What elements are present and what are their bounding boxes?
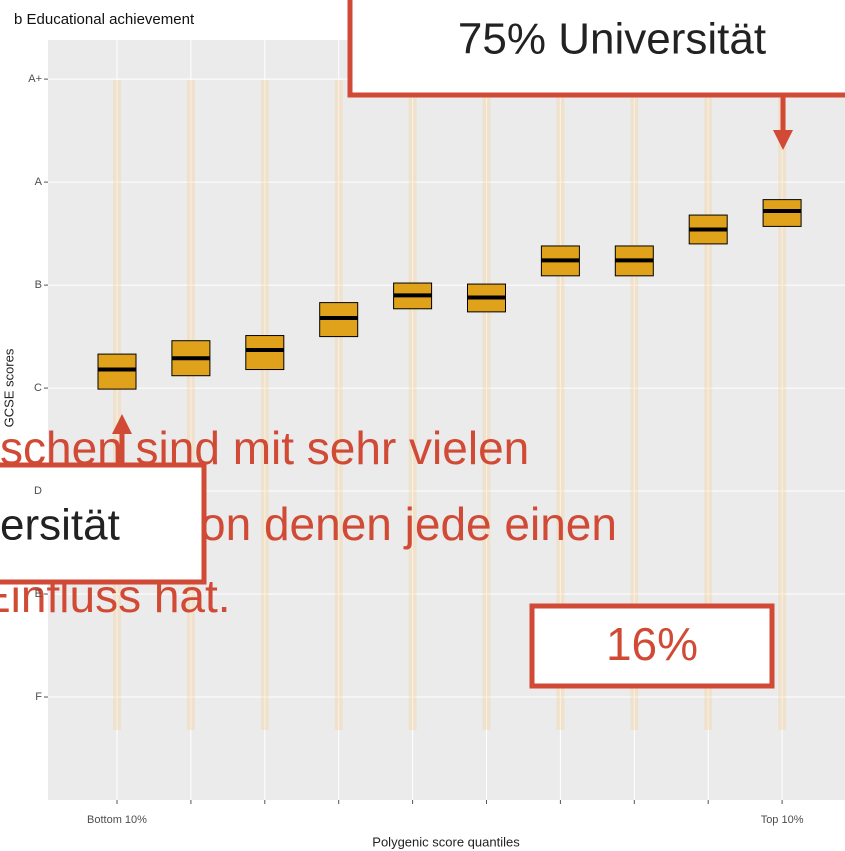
jitter-band xyxy=(556,80,565,730)
overlay-text: on denen jede einen xyxy=(200,498,617,550)
x-tick-label: Top 10% xyxy=(761,814,804,826)
jitter-band xyxy=(778,80,787,730)
y-tick-label: A xyxy=(35,176,43,188)
chart-title: b Educational achievement xyxy=(14,11,195,28)
annotation-box xyxy=(0,462,207,585)
jitter-band xyxy=(113,80,121,730)
box xyxy=(97,353,137,390)
marks xyxy=(97,199,802,390)
y-tick-label: C xyxy=(34,382,42,394)
y-tick-label: A+ xyxy=(28,73,42,85)
jitter-band xyxy=(260,80,269,730)
y-axis-label: GCSE scores xyxy=(1,348,16,427)
annotation-text: ersität xyxy=(0,501,120,550)
arrow-head xyxy=(773,130,793,150)
annotation-box xyxy=(529,603,775,689)
annotation-box xyxy=(347,0,845,98)
jitter-band xyxy=(482,80,491,730)
jitter xyxy=(113,80,787,730)
box xyxy=(245,335,285,371)
y-tick-label: F xyxy=(35,691,42,703)
box xyxy=(762,199,802,227)
jitter-band xyxy=(704,80,713,730)
y-tick-label: E xyxy=(35,588,42,600)
jitter-band xyxy=(630,80,639,730)
annotation-text: 75% Universität xyxy=(458,15,766,64)
y-tick-label: B xyxy=(35,279,42,291)
x-axis-label: Polygenic score quantiles xyxy=(372,834,520,849)
arrow-head xyxy=(112,414,132,434)
annotation-text: 16% xyxy=(606,618,698,670)
jitter-band xyxy=(408,80,417,730)
y-tick-label: D xyxy=(34,485,42,497)
x-tick-label: Bottom 10% xyxy=(87,814,147,826)
jitter-band xyxy=(334,80,343,730)
jitter-band xyxy=(186,80,195,730)
